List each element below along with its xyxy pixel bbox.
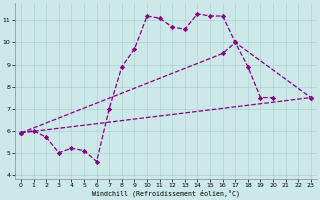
X-axis label: Windchill (Refroidissement éolien,°C): Windchill (Refroidissement éolien,°C) [92,190,240,197]
